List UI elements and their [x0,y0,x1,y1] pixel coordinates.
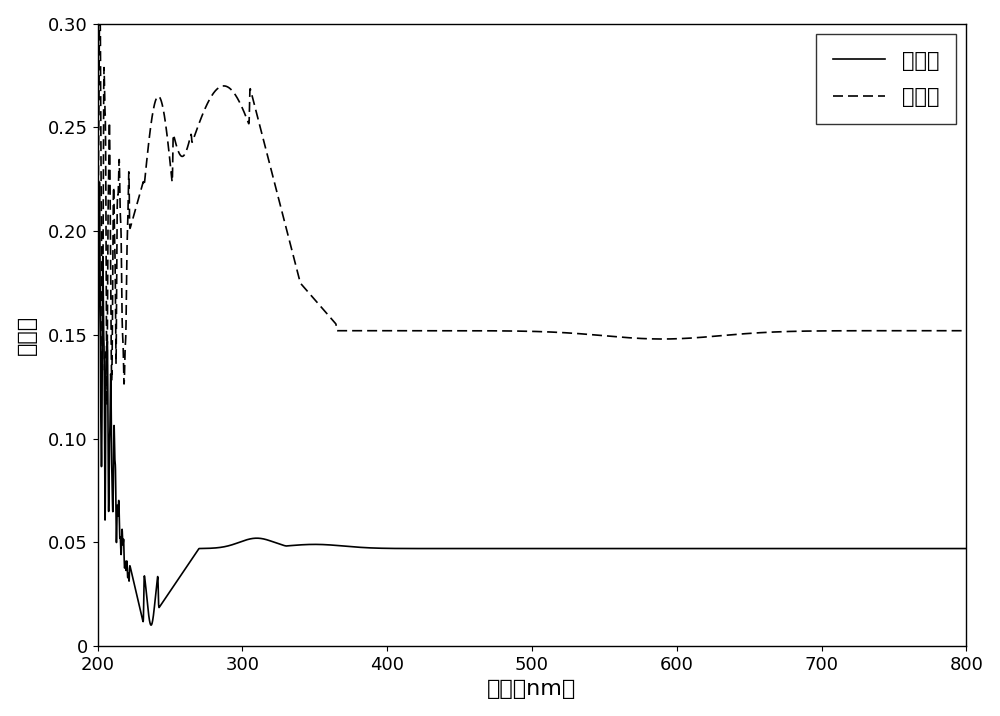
曝光前 [303,540,315,548]
曝光前 [298,541,310,549]
曝光后 [303,289,315,297]
Line: 曝光后: 曝光后 [98,24,966,405]
曝光前 [419,544,431,553]
曝光后 [960,326,972,335]
曝光前 [481,544,493,553]
曝光后 [93,19,105,28]
曝光前 [93,178,105,186]
Line: 曝光前: 曝光前 [98,182,966,625]
Y-axis label: 吸光度: 吸光度 [17,315,37,355]
曝光后 [954,326,966,335]
曝光前 [145,621,157,629]
曝光前 [294,541,306,549]
曝光前 [960,544,972,553]
X-axis label: 波长（nm）: 波长（nm） [487,679,577,700]
曝光后 [481,326,493,335]
曝光后 [294,276,306,284]
曝光前 [92,488,104,496]
曝光后 [92,381,104,390]
曝光后 [419,326,431,335]
Legend: 曝光前, 曝光后: 曝光前, 曝光后 [816,34,956,124]
曝光前 [954,544,966,553]
曝光后 [298,284,310,292]
曝光后 [101,401,113,410]
